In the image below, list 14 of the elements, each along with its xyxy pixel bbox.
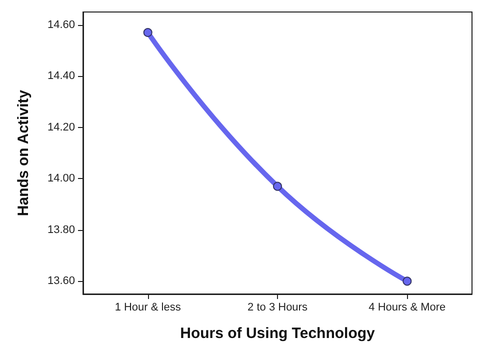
y-tick-label: 14.00	[47, 172, 75, 185]
y-tick-label: 14.20	[47, 121, 75, 134]
x-axis-title: Hours of Using Technology	[180, 325, 376, 342]
y-tick-label: 13.80	[47, 224, 75, 236]
y-axis-title: Hands on Activity	[15, 89, 32, 216]
x-tick-label: 4 Hours & More	[368, 302, 446, 314]
y-tick-label: 13.60	[47, 275, 75, 288]
point	[143, 28, 152, 38]
point	[273, 182, 282, 191]
x-tick-label: 1 Hour & less	[114, 302, 182, 314]
point	[402, 276, 412, 286]
y-tick-label: 14.60	[47, 18, 75, 31]
y-tick-label: 14.40	[47, 70, 75, 82]
x-tick-label: 2 to 3 Hours	[248, 302, 308, 314]
